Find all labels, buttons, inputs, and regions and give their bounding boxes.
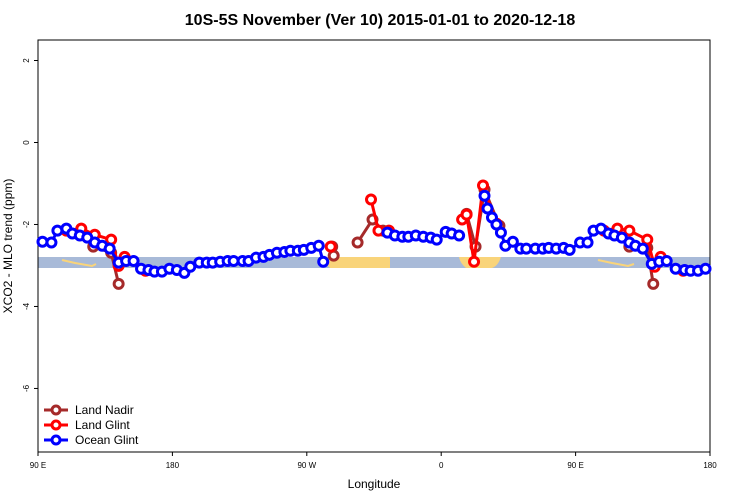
y-tick-label: 0 [22, 140, 31, 145]
x-tick-label: 90 E [30, 461, 46, 470]
legend-label: Land Nadir [75, 403, 134, 417]
data-point [563, 243, 576, 256]
series [36, 189, 712, 279]
data-point [460, 208, 473, 221]
plot-frame [37, 39, 711, 453]
data-point [647, 277, 660, 290]
data-point [365, 193, 378, 206]
data-point [477, 179, 490, 192]
data-point [127, 254, 140, 267]
chart-title: 10S-5S November (Ver 10) 2015-01-01 to 2… [185, 12, 576, 29]
legend-marker [50, 419, 62, 431]
y-tick-label: -2 [22, 220, 31, 228]
land-patch [61, 259, 97, 268]
data-point [103, 242, 116, 255]
data-point [468, 255, 481, 268]
data-point [105, 233, 118, 246]
data-point [660, 254, 673, 267]
x-axis-title: Longitude [348, 477, 401, 491]
y-axis-title: XCO2 - MLO trend (ppm) [1, 179, 15, 314]
data-point [494, 226, 507, 239]
y-tick-label: 2 [22, 58, 31, 63]
data-point [112, 277, 125, 290]
data-point [506, 235, 519, 248]
data-point [453, 229, 466, 242]
x-tick-label: 0 [439, 461, 444, 470]
data-point [351, 236, 364, 249]
y-tick-label: -4 [22, 302, 31, 310]
data-point [699, 262, 712, 275]
land-patch [322, 257, 390, 268]
x-tick-label: 90 E [567, 461, 583, 470]
data-point [481, 202, 494, 215]
data-point [641, 233, 654, 246]
data-point [430, 233, 443, 246]
y-tick-label: -6 [22, 384, 31, 392]
x-tick-label: 90 W [297, 461, 316, 470]
legend-marker [50, 434, 62, 446]
data-point [636, 242, 649, 255]
data-point [45, 236, 58, 249]
legend-marker [50, 404, 62, 416]
legend-label: Ocean Glint [75, 433, 139, 447]
data-point [184, 260, 197, 273]
land-patch [597, 259, 635, 268]
x-tick-label: 180 [166, 461, 180, 470]
x-tick-label: 180 [703, 461, 717, 470]
data-point [581, 236, 594, 249]
legend-label: Land Glint [75, 418, 130, 432]
data-point [317, 255, 330, 268]
data-point [324, 240, 337, 253]
data-point [623, 224, 636, 237]
data-point [312, 239, 325, 252]
data-point [478, 189, 491, 202]
